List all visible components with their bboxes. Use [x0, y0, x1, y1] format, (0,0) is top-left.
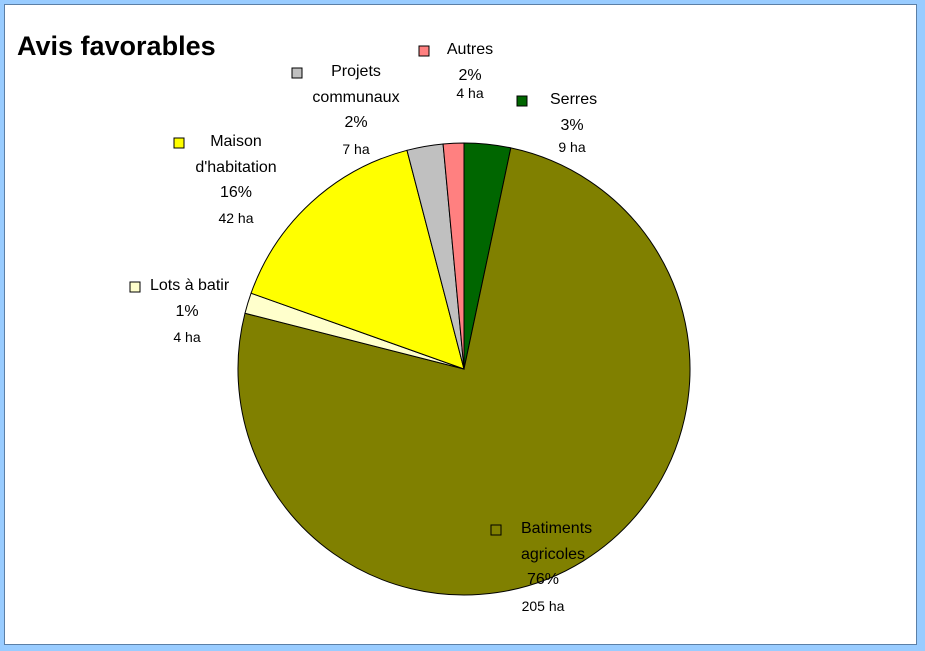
chart-frame: Avis favorables Serres 3% 9 ha Batiments agr… [4, 4, 917, 645]
label-name-lots-a-batir: Lots à batir [150, 277, 230, 294]
label-name-autres: Autres [447, 41, 493, 58]
data-label-maison-d-habitation: Maison d'habitation 16% 42 ha [173, 133, 277, 226]
label-percent-projets-communaux: 2% [344, 114, 367, 131]
swatch-batiments-agricoles [490, 524, 502, 536]
data-label-autres: Autres 2%4 ha [418, 41, 493, 101]
swatch-lots-a-batir [129, 281, 141, 293]
label-area-serres: 9 ha [558, 139, 585, 155]
label-area-maison-d-habitation: 42 ha [218, 210, 253, 226]
pie-chart: Avis favorables Serres 3% 9 ha Batiments agr… [17, 31, 691, 614]
label-percent-batiments-agricoles: 76% [527, 571, 559, 588]
label-percent-serres: 3% [560, 117, 583, 134]
swatch-serres [516, 95, 528, 107]
label-percent-lots-a-batir: 1% [175, 303, 198, 320]
label-percent-autres: 2% [458, 67, 481, 84]
pie-slice-maison-d-habitation [250, 149, 465, 370]
label-area-batiments-agricoles: 205 ha [522, 598, 565, 614]
pie-slices [237, 142, 691, 596]
label-area-projets-communaux: 7 ha [342, 141, 369, 157]
label-name-maison-d-habitation: Maison d'habitation [195, 133, 276, 176]
swatch-autres [418, 45, 430, 57]
label-name-batiments-agricoles: Batiments agricoles [521, 520, 592, 563]
swatch-maison-d-habitation [173, 137, 185, 149]
pie-slice-autres [442, 142, 465, 370]
label-area-autres: 4 ha [456, 85, 483, 101]
data-label-batiments-agricoles: Batiments agricoles 76% 205 ha [490, 520, 592, 614]
chart-title: Avis favorables [17, 31, 216, 61]
label-name-projets-communaux: Projets communaux [312, 63, 399, 106]
label-name-serres: Serres [550, 91, 597, 108]
data-label-projets-communaux: Projets communaux 2% 7 ha [291, 63, 400, 157]
slice-labels: Serres 3% 9 ha Batiments agricoles 76% 205 ha L… [129, 41, 597, 614]
label-percent-maison-d-habitation: 16% [220, 184, 252, 201]
pie-slice-batiments-agricoles [237, 147, 691, 596]
data-label-serres: Serres 3% 9 ha [516, 91, 597, 155]
swatch-projets-communaux [291, 67, 303, 79]
data-label-lots-a-batir: Lots à batir 1% 4 ha [129, 277, 230, 345]
label-area-lots-a-batir: 4 ha [173, 329, 200, 345]
